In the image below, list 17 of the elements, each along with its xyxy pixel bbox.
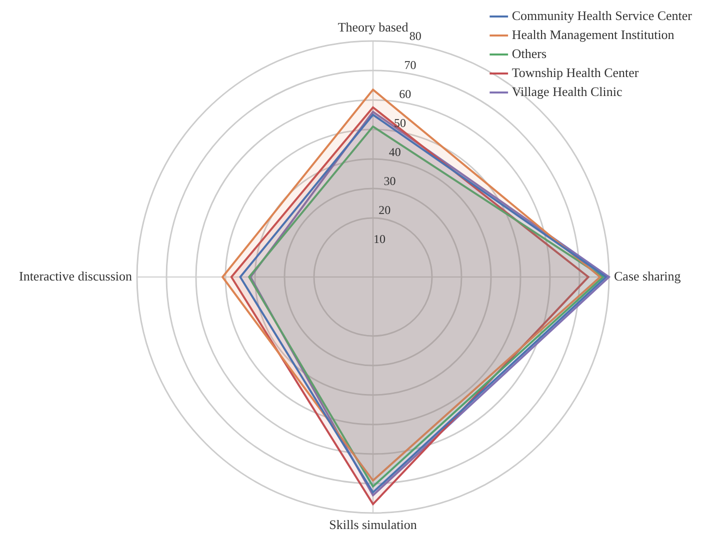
y-tick-label: 40 (388, 145, 401, 160)
y-tick-label: 30 (384, 174, 396, 188)
legend-label: Village Health Clinic (512, 84, 622, 99)
spoke-label: Skills simulation (329, 517, 418, 532)
spoke-label: Interactive discussion (18, 268, 132, 284)
legend-label: Township Health Center (512, 64, 640, 80)
spoke-label: Case sharing (614, 268, 682, 284)
legend-label: Health Management Institution (512, 26, 675, 42)
legend-label: Community Health Service Center (512, 8, 693, 23)
y-tick-label: 70 (404, 58, 416, 72)
spoke-label: Theory based (338, 20, 409, 35)
y-tick-label: 20 (378, 203, 391, 218)
y-tick-label: 50 (394, 116, 406, 130)
legend-label: Others (512, 46, 547, 61)
y-tick-label: 10 (374, 232, 386, 246)
y-tick-label: 60 (399, 86, 412, 101)
y-tick-label: 80 (409, 28, 422, 43)
